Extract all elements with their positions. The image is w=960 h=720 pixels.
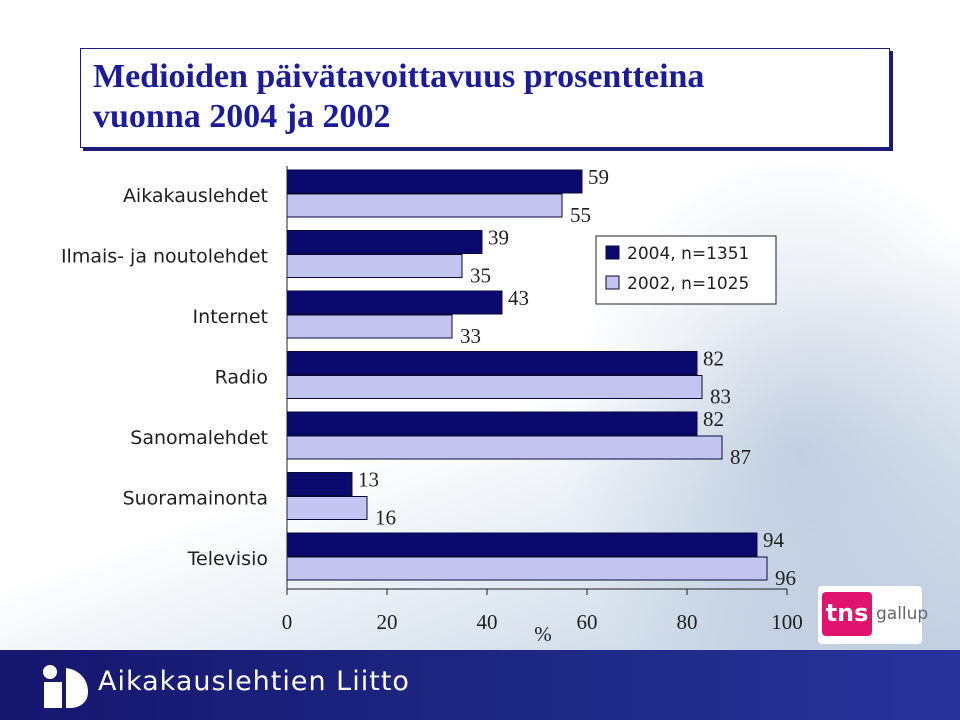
bar-chart: Aikakauslehdet Ilmais- ja noutolehdet Inte… — [61, 165, 803, 646]
title-line-2: vuonna 2004 ja 2002 — [93, 98, 391, 135]
category-label: Sanomalehdet — [130, 427, 268, 449]
bar-series-1 — [286, 351, 698, 375]
legend-swatch — [605, 245, 620, 260]
x-tick-label: 100 — [771, 610, 803, 634]
category-label: Aikakauslehdet — [123, 185, 268, 207]
value-label: 55 — [570, 203, 591, 227]
bar-series-1 — [286, 230, 483, 254]
bar-series-2 — [286, 496, 368, 520]
category-labels: Aikakauslehdet Ilmais- ja noutolehdet Inte… — [61, 185, 268, 570]
value-label: 87 — [730, 445, 751, 469]
tns-gallup-logo: tns gallup — [818, 586, 928, 644]
footer-bar: Aikakauslehtien Liitto — [0, 650, 960, 720]
value-label: 33 — [460, 324, 481, 348]
bar-series-1 — [286, 411, 698, 436]
bar-series-2 — [286, 314, 453, 339]
x-axis: 0 20 40 60 80 100 — [282, 166, 803, 634]
category-label: Suoramainonta — [123, 488, 268, 510]
value-label: 35 — [470, 264, 491, 288]
category-label: Internet — [193, 306, 268, 328]
bar-series-2 — [286, 193, 563, 218]
tns-logo-mark: tns — [822, 592, 872, 636]
bar-series-1 — [286, 290, 503, 315]
x-axis-label: % — [534, 622, 552, 646]
bar-series-2 — [286, 254, 463, 278]
x-tick-label: 20 — [377, 610, 398, 634]
x-tick-label: 40 — [477, 610, 498, 634]
title-box: Medioiden päivätavoittavuus prosentteina… — [80, 48, 890, 148]
footer-org-name: Aikakauslehtien Liitto — [98, 666, 410, 697]
bar-series-2 — [286, 556, 768, 581]
aikakauslehtien-liitto-logo-icon — [43, 665, 88, 708]
title-line-1: Medioiden päivätavoittavuus prosentteina — [93, 58, 705, 95]
value-label: 59 — [588, 165, 609, 189]
bar-series-1 — [286, 472, 353, 496]
chart-title: Medioiden päivätavoittavuus prosentteina… — [93, 57, 704, 137]
value-label: 82 — [703, 407, 724, 431]
bar-series-1 — [286, 169, 583, 194]
value-label: 13 — [358, 468, 379, 492]
legend: 2004, n=1351 2002, n=1025 — [595, 235, 777, 305]
value-label: 94 — [763, 528, 785, 552]
value-label: 43 — [508, 286, 529, 310]
gallup-logo-text: gallup — [876, 604, 929, 624]
value-label: 96 — [775, 566, 796, 590]
value-label: 82 — [703, 347, 724, 371]
legend-entry: 2002, n=1025 — [627, 274, 749, 294]
value-label: 16 — [375, 506, 396, 530]
legend-entry: 2004, n=1351 — [627, 244, 749, 264]
bar-series-2 — [286, 435, 723, 460]
value-label: 83 — [710, 385, 731, 409]
value-label: 39 — [488, 226, 509, 250]
x-tick-label: 80 — [677, 610, 698, 634]
category-label: Televisio — [187, 548, 268, 570]
legend-swatch — [605, 275, 620, 290]
bar-series-1 — [286, 532, 758, 557]
category-label: Ilmais- ja noutolehdet — [61, 246, 268, 268]
category-label: Radio — [215, 367, 268, 389]
legend-box — [595, 235, 777, 305]
bars — [286, 169, 768, 581]
x-tick-label: 0 — [282, 610, 293, 634]
x-tick-label: 60 — [577, 610, 598, 634]
bar-series-2 — [286, 375, 703, 399]
